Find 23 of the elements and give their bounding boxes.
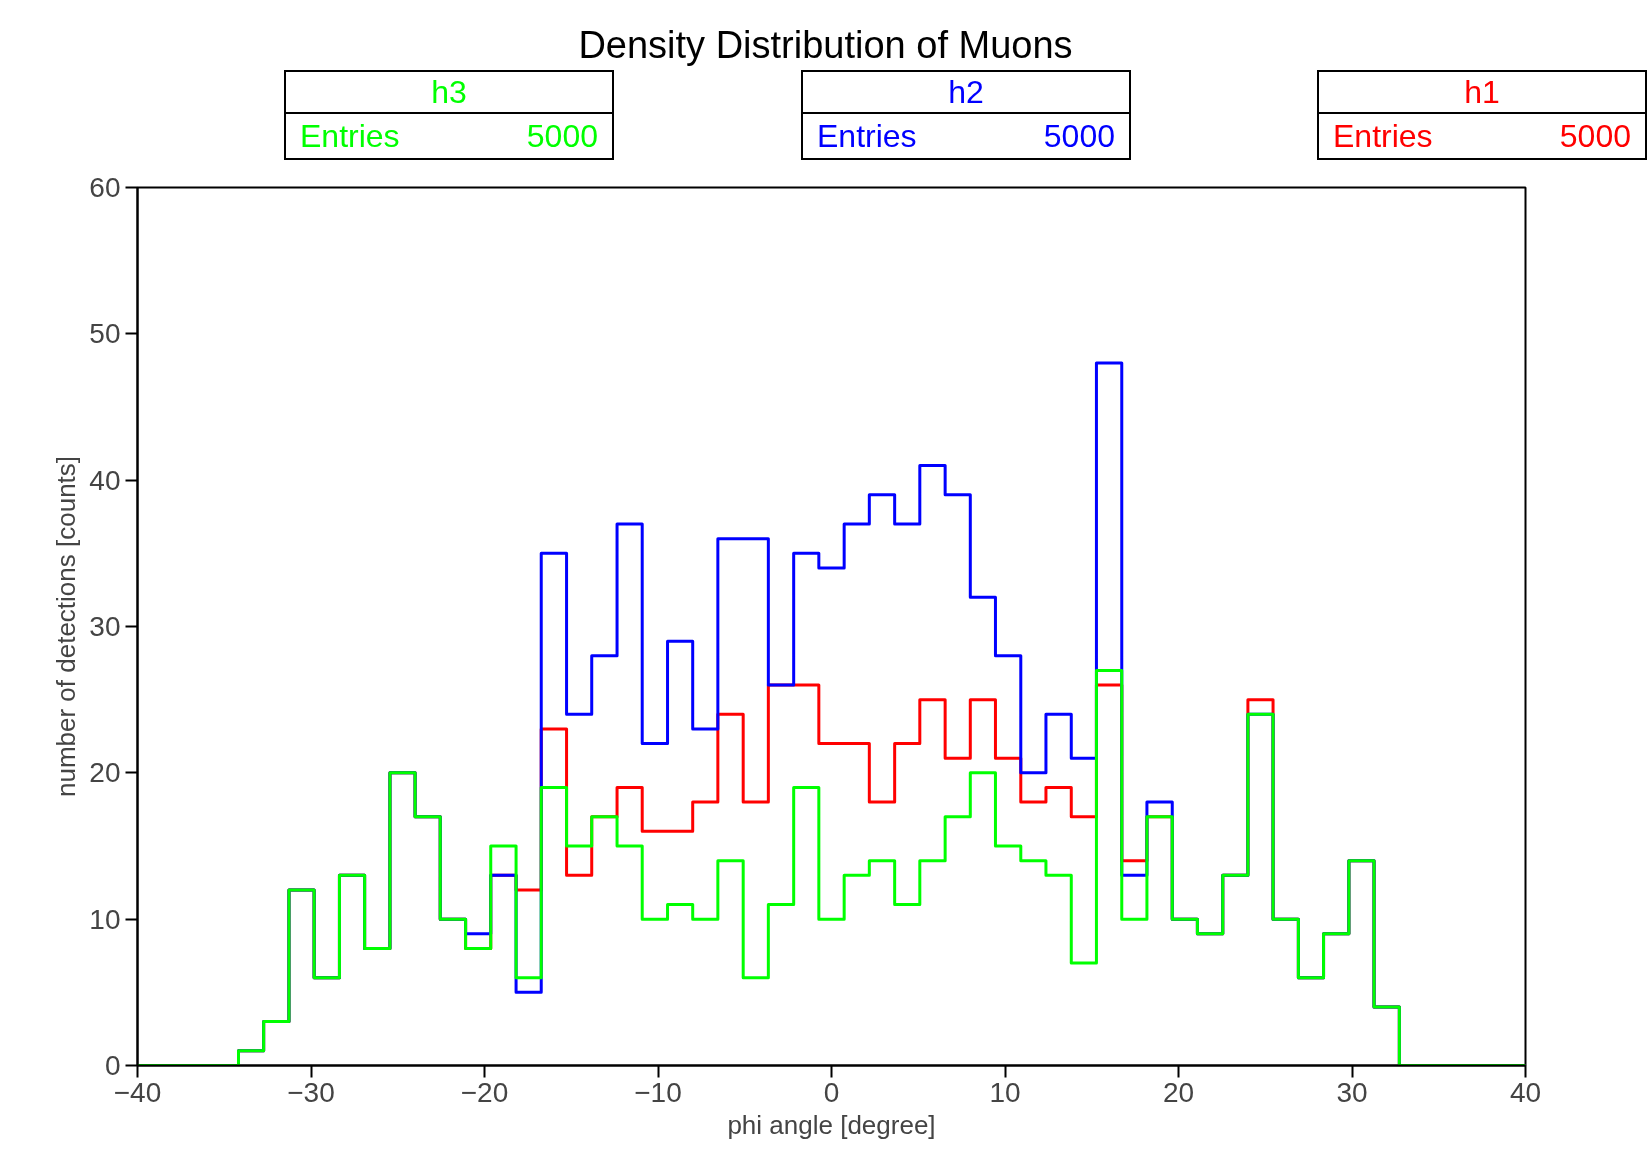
- x-tick-label: −20: [460, 1076, 509, 1108]
- y-tick-label: 40: [89, 464, 121, 496]
- text: Entries 5000: [817, 118, 1115, 154]
- x-tick-label: −30: [287, 1076, 335, 1108]
- y-tick-label: 30: [89, 611, 121, 642]
- x-tick-label: 30: [1336, 1076, 1368, 1108]
- x-tick-label: 0: [823, 1076, 840, 1108]
- x-tick-label: −10: [634, 1076, 682, 1108]
- y-tick-label: 20: [89, 757, 121, 789]
- text: h1: [1463, 73, 1501, 112]
- y-tick-label: 10: [89, 903, 121, 935]
- y-tick-label: 60: [89, 172, 121, 203]
- y-axis-title: number of detections [counts]: [51, 455, 82, 798]
- x-tick-label: 40: [1509, 1076, 1542, 1108]
- x-tick-label: 20: [1162, 1076, 1195, 1108]
- x-tick-label: 10: [989, 1076, 1021, 1108]
- text: h3: [430, 73, 468, 112]
- text: Entries 5000: [300, 118, 598, 154]
- chart-title: Density Distribution of Muons: [577, 23, 1074, 68]
- y-tick-label: 50: [89, 318, 121, 350]
- x-axis-title: phi angle [degree]: [727, 1109, 936, 1140]
- text: Entries 5000: [1333, 118, 1631, 154]
- text: h2: [947, 73, 985, 112]
